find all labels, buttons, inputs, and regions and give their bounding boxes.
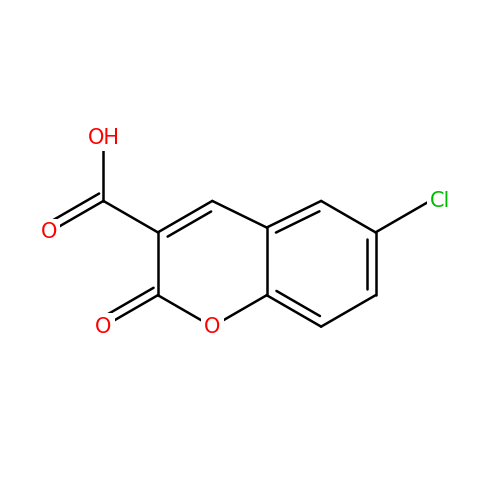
- Text: O: O: [204, 317, 220, 337]
- Text: OH: OH: [88, 128, 119, 148]
- Text: O: O: [95, 317, 112, 337]
- Text: O: O: [41, 222, 57, 242]
- Text: Cl: Cl: [430, 191, 450, 211]
